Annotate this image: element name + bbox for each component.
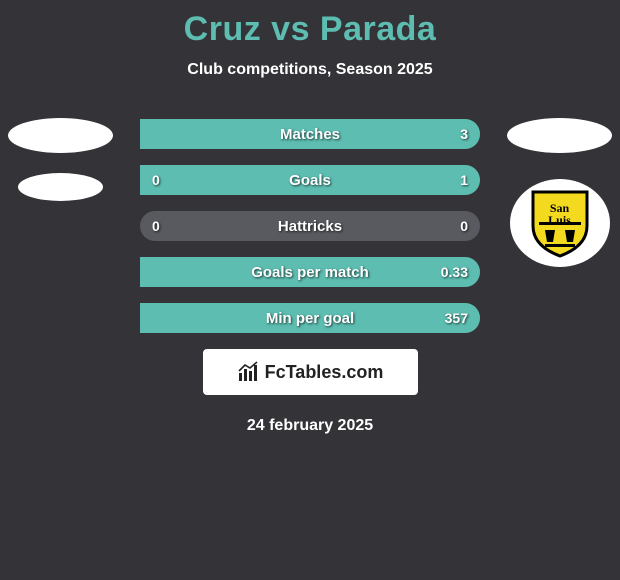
stat-label: Hattricks: [278, 218, 342, 235]
page-title: Cruz vs Parada: [0, 10, 620, 49]
stat-value-right: 357: [445, 310, 468, 326]
stat-value-right: 0: [460, 218, 468, 234]
placeholder-ellipse: [8, 118, 113, 153]
shield-icon: San Luis: [529, 188, 591, 258]
stat-label: Goals per match: [251, 264, 369, 281]
subtitle: Club competitions, Season 2025: [0, 61, 620, 79]
stat-value-right: 3: [460, 126, 468, 142]
stat-value-left: 0: [152, 172, 160, 188]
stat-value-left: 0: [152, 218, 160, 234]
stat-row: Matches 3: [140, 119, 480, 149]
date-label: 24 february 2025: [0, 417, 620, 435]
stat-row: Min per goal 357: [140, 303, 480, 333]
stat-row: 0 Hattricks 0: [140, 211, 480, 241]
club-crest-san-luis: San Luis: [510, 179, 610, 267]
crest-text: San Luis: [529, 202, 591, 226]
chart-icon: [237, 361, 261, 383]
placeholder-ellipse: [507, 118, 612, 153]
comparison-card: Cruz vs Parada Club competitions, Season…: [0, 0, 620, 435]
stat-row: 0 Goals 1: [140, 165, 480, 195]
brand-badge: FcTables.com: [203, 349, 418, 395]
brand-text: FcTables.com: [265, 362, 384, 383]
stat-label: Min per goal: [266, 310, 354, 327]
stat-value-right: 1: [460, 172, 468, 188]
player-left-avatar: [8, 118, 113, 221]
stat-value-right: 0.33: [441, 264, 468, 280]
stat-row: Goals per match 0.33: [140, 257, 480, 287]
placeholder-ellipse: [18, 173, 103, 201]
player-right-avatar: San Luis: [507, 118, 612, 267]
stats-list: Matches 3 0 Goals 1 0 Hattricks 0 Goals per matc…: [140, 119, 480, 333]
stat-label: Goals: [289, 172, 331, 189]
stat-label: Matches: [280, 126, 340, 143]
